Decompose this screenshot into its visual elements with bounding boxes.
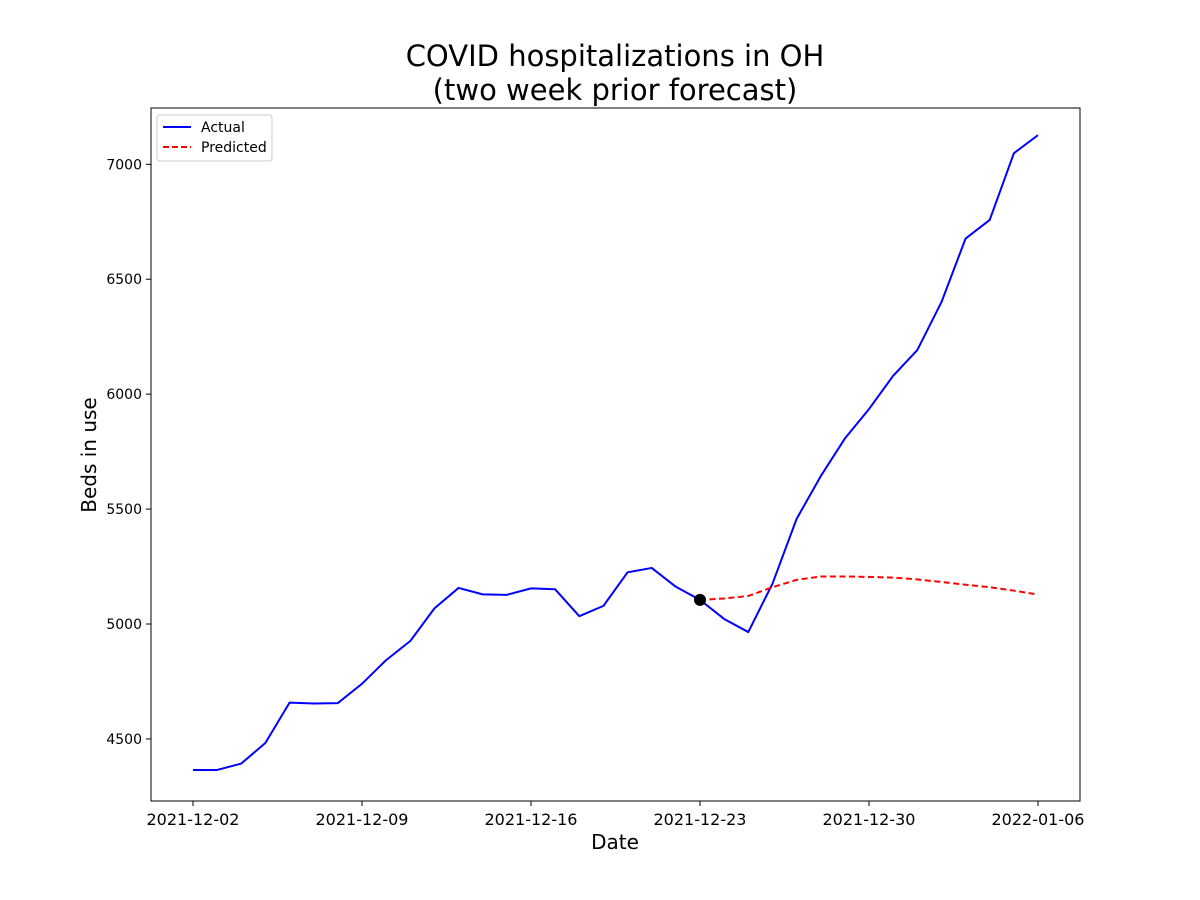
y-tick-label: 7000	[106, 157, 142, 173]
chart-title-line2: (two week prior forecast)	[433, 73, 798, 107]
x-axis-ticks: 2021-12-02 2021-12-09 2021-12-16 2021-12-23…	[147, 801, 1085, 829]
y-tick-label: 6000	[106, 387, 142, 403]
series-line-predicted	[699, 575, 1039, 601]
y-tick-label: 5000	[106, 617, 142, 633]
series-line-actual	[193, 134, 1039, 771]
y-axis-ticks: 4500 5000 5500 6000 6500 7000	[106, 157, 151, 748]
y-tick-label: 4500	[106, 732, 142, 748]
chart-title-line1: COVID hospitalizations in OH	[406, 39, 825, 73]
x-tick-label: 2021-12-02	[147, 810, 240, 829]
y-tick-label: 5500	[106, 502, 142, 518]
x-tick-label: 2021-12-30	[823, 810, 916, 829]
x-axis-label: Date	[591, 830, 639, 854]
forecast-start-marker	[694, 593, 706, 606]
legend: Actual Predicted	[156, 114, 273, 162]
plot-area-frame	[150, 107, 1081, 802]
legend-label-predicted: Predicted	[201, 140, 267, 156]
x-tick-label: 2022-01-06	[992, 810, 1085, 829]
y-tick-label: 6500	[106, 272, 142, 288]
legend-label-actual: Actual	[201, 120, 245, 136]
x-tick-label: 2021-12-23	[654, 810, 747, 829]
y-axis-label: Beds in use	[77, 397, 101, 513]
x-tick-label: 2021-12-09	[316, 810, 409, 829]
x-tick-label: 2021-12-16	[485, 810, 578, 829]
series-layer	[193, 134, 1039, 771]
